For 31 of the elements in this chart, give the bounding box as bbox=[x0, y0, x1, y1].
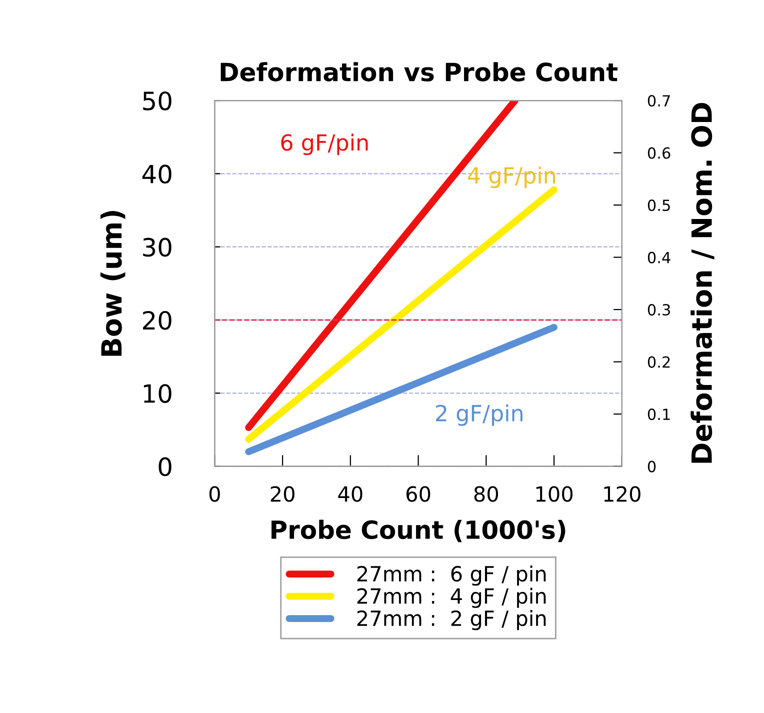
y2-tick-label: 0.6 bbox=[648, 147, 670, 159]
y2-tick-label: 0.1 bbox=[648, 408, 670, 420]
annotation: 4 gF/pin bbox=[468, 166, 556, 188]
y2-tick-label: 0 bbox=[648, 460, 656, 472]
x-tick-label: 40 bbox=[338, 486, 362, 502]
x-tick-label: 80 bbox=[474, 486, 498, 502]
y-tick-label: 10 bbox=[144, 384, 172, 403]
y2-tick-label: 0.7 bbox=[648, 95, 670, 107]
y2-tick-label: 0.4 bbox=[648, 252, 670, 264]
x-tick-label: 100 bbox=[536, 486, 573, 502]
x-tick-label: 20 bbox=[270, 486, 294, 502]
y-tick-label: 0 bbox=[158, 457, 172, 476]
x-axis-title: Probe Count (1000's) bbox=[272, 520, 566, 542]
legend-label: 27mm : 2 gF / pin bbox=[357, 610, 546, 630]
y2-tick-label: 0.5 bbox=[648, 200, 670, 212]
legend-label: 27mm : 6 gF / pin bbox=[357, 566, 546, 586]
y-tick-label: 50 bbox=[143, 91, 172, 110]
y-tick-label: 40 bbox=[142, 164, 172, 184]
y2-tick-label: 0.3 bbox=[648, 304, 670, 316]
x-tick-label: 120 bbox=[604, 486, 640, 502]
y-tick-label: 20 bbox=[143, 310, 172, 330]
annotation: 2 gF/pin bbox=[436, 404, 522, 426]
chart-title: Deformation vs Probe Count bbox=[220, 62, 618, 82]
y-tick-label: 30 bbox=[143, 238, 172, 257]
y2-tick-label: 0.2 bbox=[648, 356, 670, 368]
annotation: 6 gF/pin bbox=[281, 134, 368, 156]
y2-axis-title: Deformation / Nom. OD bbox=[690, 102, 714, 463]
legend-label: 27mm : 4 gF / pin bbox=[357, 588, 546, 608]
y-axis-title: Bow (um) bbox=[100, 210, 126, 356]
x-tick-label: 0 bbox=[209, 486, 220, 502]
x-tick-label: 60 bbox=[406, 486, 430, 502]
